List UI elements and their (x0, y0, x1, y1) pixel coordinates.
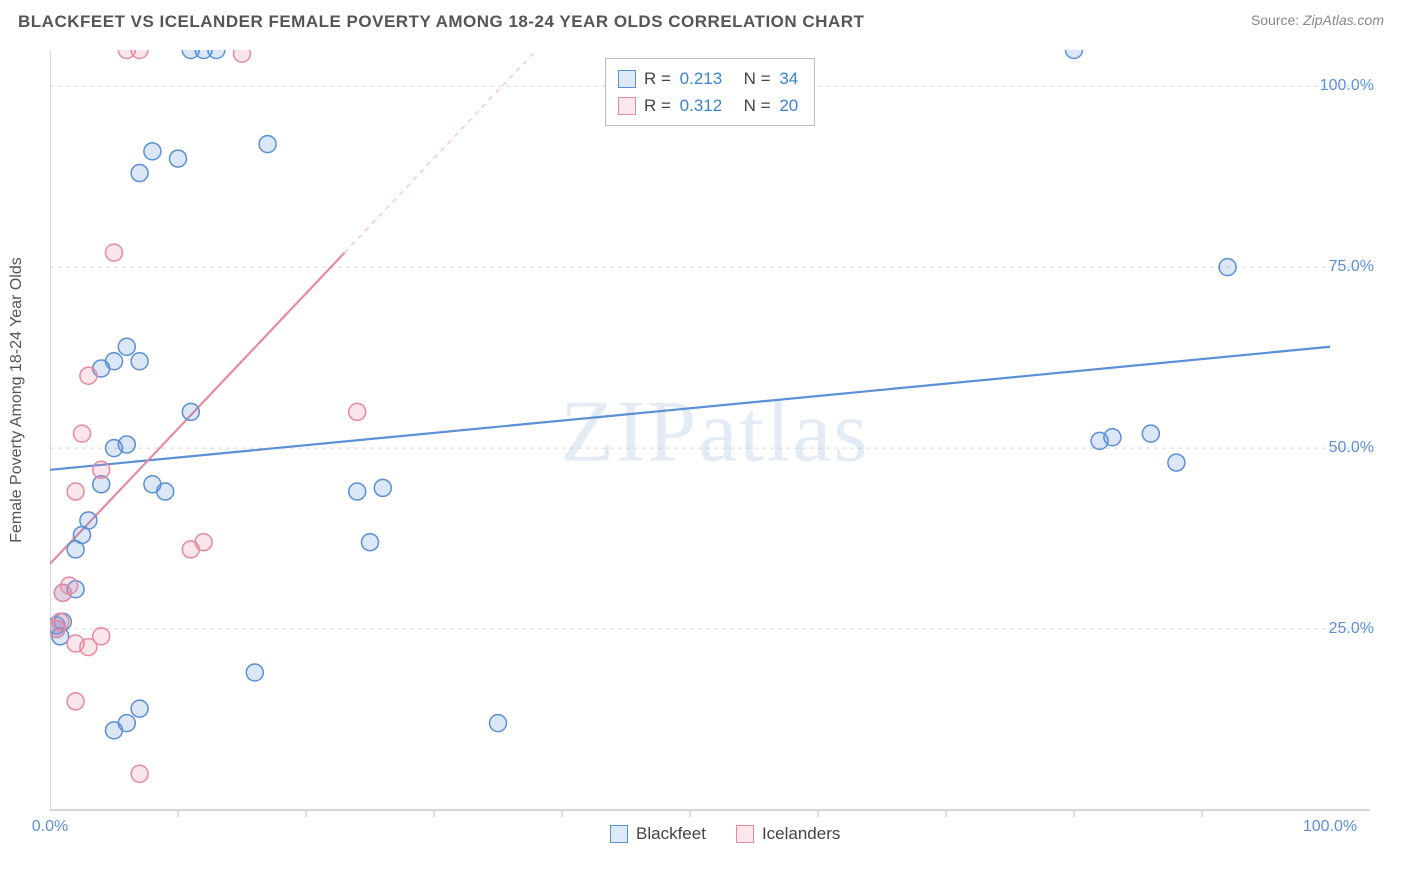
legend-series-name: Blackfeet (636, 824, 706, 844)
data-point (131, 700, 148, 717)
source-label: Source: (1251, 12, 1299, 28)
data-point (52, 613, 69, 630)
data-point (67, 693, 84, 710)
legend-row: R = 0.213 N = 34 (618, 65, 802, 92)
legend-correlation-box: R = 0.213 N = 34R = 0.312 N = 20 (605, 58, 815, 126)
chart-header: BLACKFEET VS ICELANDER FEMALE POVERTY AM… (0, 0, 1406, 42)
data-point (118, 715, 135, 732)
data-point (80, 367, 97, 384)
legend-row: R = 0.312 N = 20 (618, 92, 802, 119)
trend-line-dashed (344, 50, 536, 253)
legend-series-name: Icelanders (762, 824, 840, 844)
legend-series-item: Blackfeet (610, 824, 706, 844)
data-point (234, 50, 251, 62)
legend-swatch (618, 97, 636, 115)
x-tick-label-min: 0.0% (32, 818, 68, 836)
legend-r-label: R = 0.312 (644, 92, 726, 119)
trend-line (50, 347, 1330, 470)
legend-swatch (610, 825, 628, 843)
data-point (1142, 425, 1159, 442)
source-value: ZipAtlas.com (1303, 12, 1384, 28)
y-tick-label: 25.0% (1329, 620, 1374, 638)
y-tick-label: 100.0% (1320, 77, 1374, 95)
data-point (67, 483, 84, 500)
data-point (259, 136, 276, 153)
data-point (80, 512, 97, 529)
data-point (131, 353, 148, 370)
legend-n-value: 20 (779, 96, 798, 115)
data-point (349, 403, 366, 420)
data-point (182, 403, 199, 420)
y-tick-label: 75.0% (1329, 258, 1374, 276)
data-point (1066, 50, 1083, 59)
data-point (131, 50, 148, 59)
data-point (195, 534, 212, 551)
data-point (362, 534, 379, 551)
data-point (490, 715, 507, 732)
legend-n-label: N = 34 (734, 65, 802, 92)
legend-series: Blackfeet Icelanders (610, 824, 840, 844)
chart-svg (50, 50, 1380, 845)
legend-n-value: 34 (779, 69, 798, 88)
data-point (1168, 454, 1185, 471)
chart-title: BLACKFEET VS ICELANDER FEMALE POVERTY AM… (18, 12, 864, 31)
data-point (157, 483, 174, 500)
y-tick-label: 50.0% (1329, 439, 1374, 457)
data-point (144, 143, 161, 160)
legend-series-item: Icelanders (736, 824, 840, 844)
data-point (1219, 259, 1236, 276)
data-point (170, 150, 187, 167)
data-point (246, 664, 263, 681)
data-point (374, 479, 391, 496)
legend-swatch (618, 70, 636, 88)
data-point (349, 483, 366, 500)
data-point (208, 50, 225, 59)
data-point (93, 628, 110, 645)
source-attribution: Source: ZipAtlas.com (1251, 12, 1384, 28)
data-point (131, 765, 148, 782)
data-point (106, 244, 123, 261)
y-axis-label: Female Poverty Among 18-24 Year Olds (8, 257, 26, 543)
legend-r-value: 0.213 (680, 69, 723, 88)
data-point (1104, 429, 1121, 446)
data-point (131, 165, 148, 182)
data-point (74, 425, 91, 442)
legend-n-label: N = 20 (734, 92, 802, 119)
scatter-plot: ZIPatlas 25.0%50.0%75.0%100.0%0.0%100.0%… (50, 50, 1380, 845)
legend-r-label: R = 0.213 (644, 65, 726, 92)
x-tick-label-max: 100.0% (1303, 818, 1357, 836)
data-point (106, 353, 123, 370)
data-point (61, 577, 78, 594)
data-point (118, 436, 135, 453)
data-point (118, 338, 135, 355)
legend-swatch (736, 825, 754, 843)
data-point (93, 461, 110, 478)
legend-r-value: 0.312 (680, 96, 723, 115)
